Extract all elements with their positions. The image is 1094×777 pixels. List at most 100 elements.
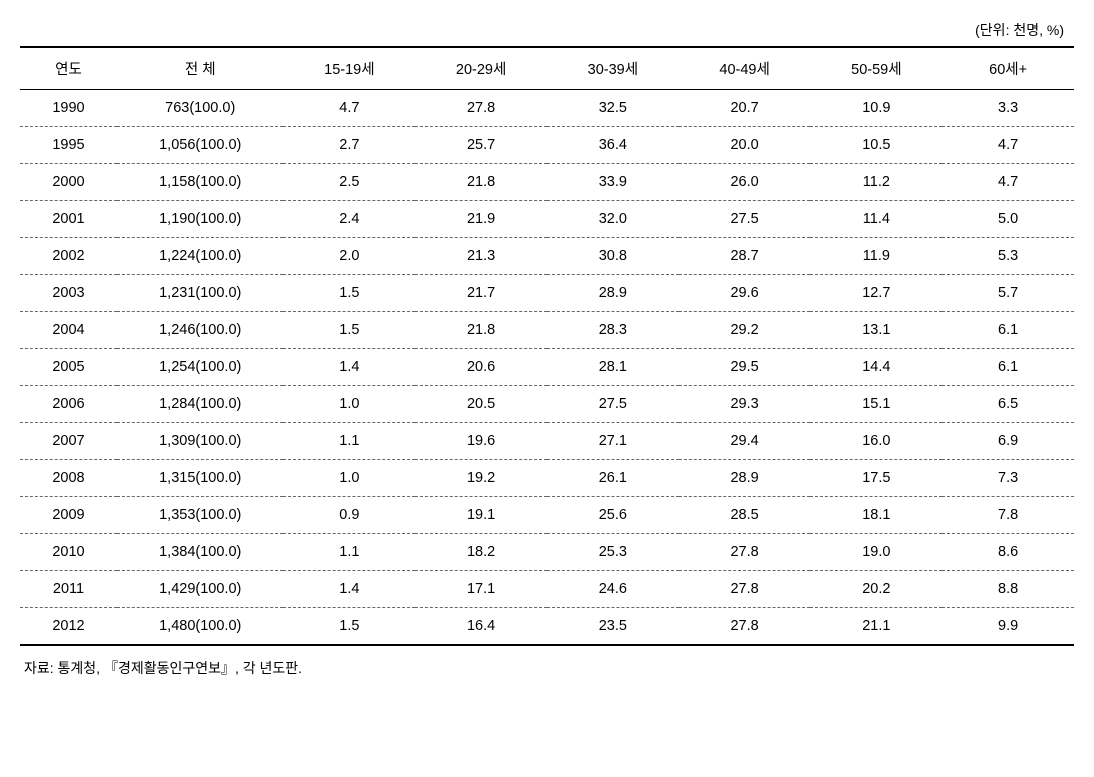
table-header-row: 연도 전 체 15-19세 20-29세 30-39세 40-49세 50-59… — [20, 47, 1074, 90]
cell-year: 1995 — [20, 127, 117, 164]
cell-age-20-29: 20.6 — [415, 349, 547, 386]
cell-total: 1,384(100.0) — [117, 534, 284, 571]
cell-age-30-39: 25.6 — [547, 497, 679, 534]
cell-age-20-29: 17.1 — [415, 571, 547, 608]
cell-age-30-39: 33.9 — [547, 164, 679, 201]
table-row: 20081,315(100.0)1.019.226.128.917.57.3 — [20, 460, 1074, 497]
table-row: 20061,284(100.0)1.020.527.529.315.16.5 — [20, 386, 1074, 423]
cell-age-50-59: 16.0 — [810, 423, 942, 460]
unit-label: (단위: 천명, %) — [20, 20, 1074, 40]
table-row: 20091,353(100.0)0.919.125.628.518.17.8 — [20, 497, 1074, 534]
cell-age-50-59: 21.1 — [810, 608, 942, 646]
cell-age-50-59: 17.5 — [810, 460, 942, 497]
cell-age-60plus: 6.9 — [942, 423, 1074, 460]
cell-age-30-39: 36.4 — [547, 127, 679, 164]
cell-age-30-39: 27.5 — [547, 386, 679, 423]
cell-total: 1,254(100.0) — [117, 349, 284, 386]
cell-age-50-59: 12.7 — [810, 275, 942, 312]
cell-age-30-39: 28.1 — [547, 349, 679, 386]
cell-age-15-19: 1.5 — [283, 312, 415, 349]
cell-total: 1,246(100.0) — [117, 312, 284, 349]
cell-age-20-29: 19.2 — [415, 460, 547, 497]
cell-age-15-19: 1.1 — [283, 423, 415, 460]
cell-age-60plus: 4.7 — [942, 164, 1074, 201]
cell-age-15-19: 0.9 — [283, 497, 415, 534]
cell-year: 2007 — [20, 423, 117, 460]
cell-year: 2002 — [20, 238, 117, 275]
header-age-30-39: 30-39세 — [547, 47, 679, 90]
cell-age-60plus: 8.8 — [942, 571, 1074, 608]
table-row: 19951,056(100.0)2.725.736.420.010.54.7 — [20, 127, 1074, 164]
cell-age-40-49: 29.5 — [679, 349, 811, 386]
cell-age-50-59: 20.2 — [810, 571, 942, 608]
cell-age-50-59: 11.9 — [810, 238, 942, 275]
cell-age-60plus: 7.8 — [942, 497, 1074, 534]
cell-age-50-59: 14.4 — [810, 349, 942, 386]
cell-age-50-59: 11.4 — [810, 201, 942, 238]
cell-age-20-29: 19.6 — [415, 423, 547, 460]
cell-total: 1,315(100.0) — [117, 460, 284, 497]
table-row: 20001,158(100.0)2.521.833.926.011.24.7 — [20, 164, 1074, 201]
cell-age-40-49: 27.8 — [679, 571, 811, 608]
header-year: 연도 — [20, 47, 117, 90]
cell-age-40-49: 28.9 — [679, 460, 811, 497]
cell-year: 2008 — [20, 460, 117, 497]
cell-age-50-59: 11.2 — [810, 164, 942, 201]
cell-age-20-29: 19.1 — [415, 497, 547, 534]
cell-age-40-49: 20.7 — [679, 90, 811, 127]
cell-age-40-49: 29.4 — [679, 423, 811, 460]
cell-year: 2001 — [20, 201, 117, 238]
table-row: 20031,231(100.0)1.521.728.929.612.75.7 — [20, 275, 1074, 312]
header-age-20-29: 20-29세 — [415, 47, 547, 90]
cell-age-15-19: 2.0 — [283, 238, 415, 275]
cell-age-40-49: 29.2 — [679, 312, 811, 349]
cell-year: 2006 — [20, 386, 117, 423]
cell-age-30-39: 28.9 — [547, 275, 679, 312]
cell-total: 1,190(100.0) — [117, 201, 284, 238]
cell-age-60plus: 6.1 — [942, 312, 1074, 349]
cell-age-40-49: 29.3 — [679, 386, 811, 423]
cell-total: 1,056(100.0) — [117, 127, 284, 164]
cell-year: 2000 — [20, 164, 117, 201]
header-total: 전 체 — [117, 47, 284, 90]
cell-age-60plus: 5.3 — [942, 238, 1074, 275]
cell-age-50-59: 18.1 — [810, 497, 942, 534]
cell-age-60plus: 5.0 — [942, 201, 1074, 238]
cell-age-20-29: 21.8 — [415, 164, 547, 201]
cell-age-30-39: 32.5 — [547, 90, 679, 127]
cell-age-15-19: 2.7 — [283, 127, 415, 164]
source-note: 자료: 통계청, 『경제활동인구연보』, 각 년도판. — [20, 658, 1074, 678]
cell-total: 1,309(100.0) — [117, 423, 284, 460]
cell-total: 763(100.0) — [117, 90, 284, 127]
table-row: 20101,384(100.0)1.118.225.327.819.08.6 — [20, 534, 1074, 571]
cell-age-60plus: 4.7 — [942, 127, 1074, 164]
cell-age-30-39: 24.6 — [547, 571, 679, 608]
cell-year: 2003 — [20, 275, 117, 312]
cell-age-20-29: 21.8 — [415, 312, 547, 349]
cell-age-50-59: 15.1 — [810, 386, 942, 423]
cell-year: 2005 — [20, 349, 117, 386]
cell-year: 1990 — [20, 90, 117, 127]
cell-year: 2011 — [20, 571, 117, 608]
cell-age-20-29: 20.5 — [415, 386, 547, 423]
header-age-60plus: 60세+ — [942, 47, 1074, 90]
cell-total: 1,480(100.0) — [117, 608, 284, 646]
table-row: 20071,309(100.0)1.119.627.129.416.06.9 — [20, 423, 1074, 460]
cell-age-20-29: 25.7 — [415, 127, 547, 164]
cell-age-15-19: 1.0 — [283, 460, 415, 497]
cell-age-50-59: 10.5 — [810, 127, 942, 164]
cell-total: 1,158(100.0) — [117, 164, 284, 201]
cell-age-50-59: 13.1 — [810, 312, 942, 349]
age-distribution-table: 연도 전 체 15-19세 20-29세 30-39세 40-49세 50-59… — [20, 46, 1074, 646]
cell-age-40-49: 29.6 — [679, 275, 811, 312]
header-age-50-59: 50-59세 — [810, 47, 942, 90]
cell-age-30-39: 23.5 — [547, 608, 679, 646]
cell-age-20-29: 18.2 — [415, 534, 547, 571]
table-row: 20111,429(100.0)1.417.124.627.820.28.8 — [20, 571, 1074, 608]
cell-age-20-29: 16.4 — [415, 608, 547, 646]
cell-age-60plus: 5.7 — [942, 275, 1074, 312]
table-row: 20041,246(100.0)1.521.828.329.213.16.1 — [20, 312, 1074, 349]
cell-age-30-39: 32.0 — [547, 201, 679, 238]
cell-year: 2004 — [20, 312, 117, 349]
table-row: 20011,190(100.0)2.421.932.027.511.45.0 — [20, 201, 1074, 238]
